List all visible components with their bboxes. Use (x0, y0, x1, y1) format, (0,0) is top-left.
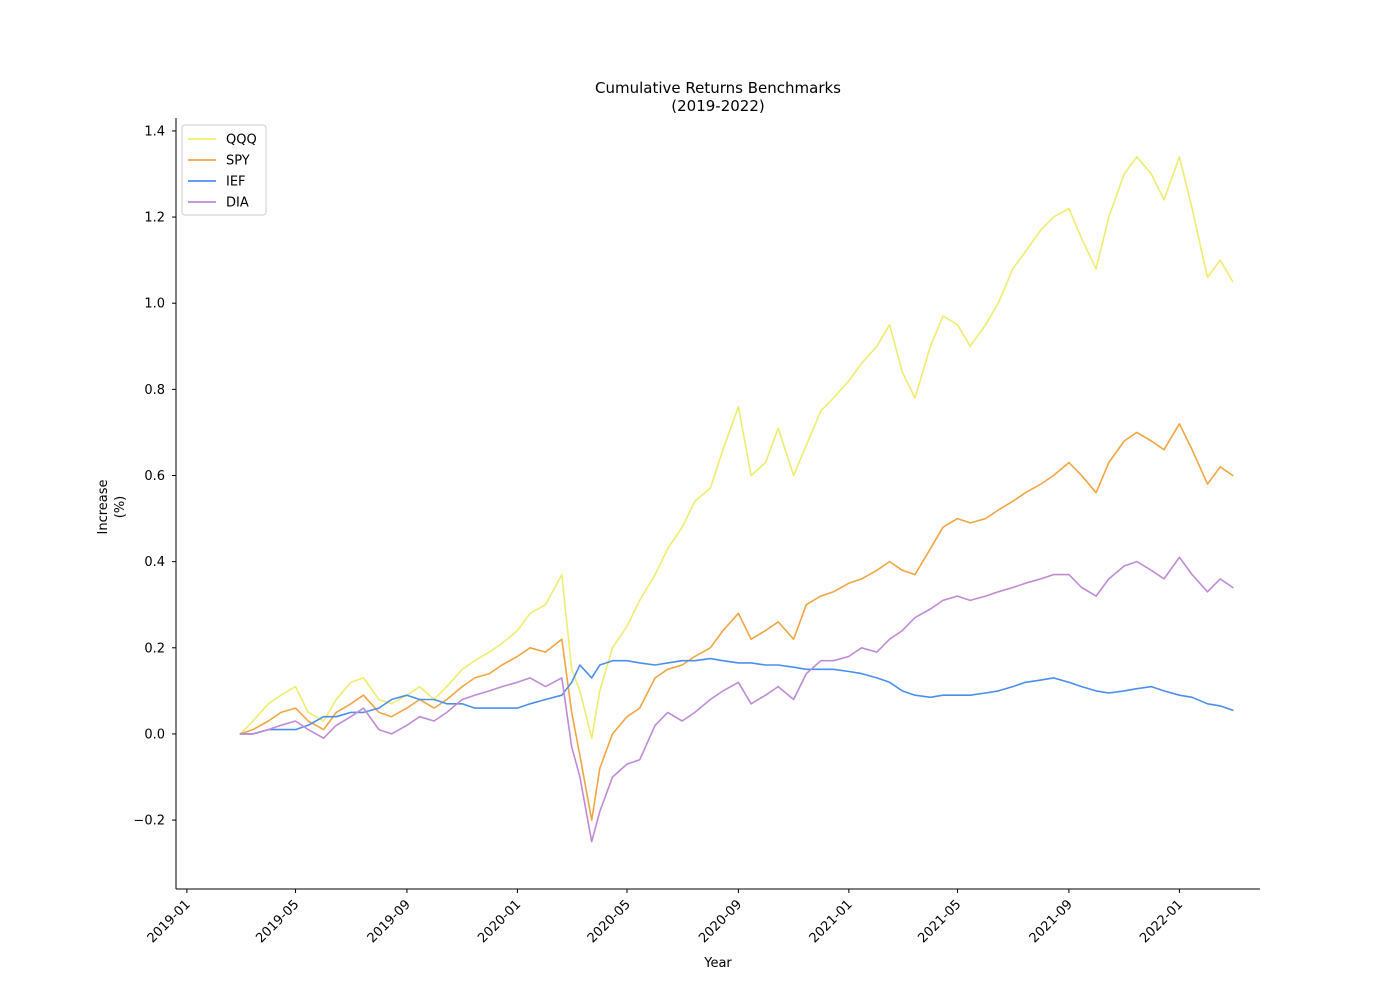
x-tick-label: 2019-01 (145, 897, 194, 946)
x-tick-label: 2020-01 (475, 897, 524, 946)
series-line-ief (239, 657, 1234, 735)
x-axis-label: Year (703, 956, 732, 971)
legend-label-ief: IEF (226, 175, 246, 190)
series-line-spy (239, 422, 1234, 821)
y-tick-label: 0.4 (144, 555, 165, 570)
y-tick-label: 1.0 (144, 297, 165, 312)
plot-area (239, 156, 1234, 843)
y-tick-label: 0.6 (144, 469, 165, 484)
chart-subtitle: (2019-2022) (671, 97, 764, 115)
series-line-dia (239, 556, 1234, 843)
chart-title: Cumulative Returns Benchmarks (595, 79, 841, 97)
y-axis-label-line-1: Increase (96, 479, 111, 534)
y-tick-label: 0.2 (144, 641, 165, 656)
y-axis-ticks: −0.2 0.0 0.2 0.4 0.6 0.8 1.0 1.2 1.4 (133, 124, 176, 829)
legend: QQQ SPY IEF DIA (181, 124, 267, 216)
legend-label-dia: DIA (226, 196, 249, 211)
x-tick-label: 2019-09 (365, 897, 414, 946)
legend-frame (181, 124, 267, 216)
y-tick-label: 1.2 (144, 211, 165, 226)
x-tick-label: 2020-09 (696, 897, 745, 946)
legend-label-spy: SPY (226, 154, 250, 169)
x-tick-label: 2022-01 (1137, 897, 1186, 946)
legend-label-qqq: QQQ (226, 133, 257, 148)
x-tick-label: 2021-01 (807, 897, 856, 946)
y-tick-label: −0.2 (133, 814, 165, 829)
y-tick-label: 1.4 (144, 124, 165, 139)
x-tick-label: 2019-05 (253, 897, 302, 946)
x-tick-label: 2021-09 (1027, 897, 1076, 946)
y-tick-label: 0.8 (144, 383, 165, 398)
series-line-qqq (239, 156, 1234, 740)
y-axis-label-line-2: (%) (113, 496, 128, 519)
x-tick-label: 2021-05 (915, 897, 964, 946)
x-tick-label: 2020-05 (585, 897, 634, 946)
y-tick-label: 0.0 (144, 727, 165, 742)
x-axis-ticks: 2019-01 2019-05 2019-09 2020-01 2020-05 2020-… (145, 889, 1186, 946)
